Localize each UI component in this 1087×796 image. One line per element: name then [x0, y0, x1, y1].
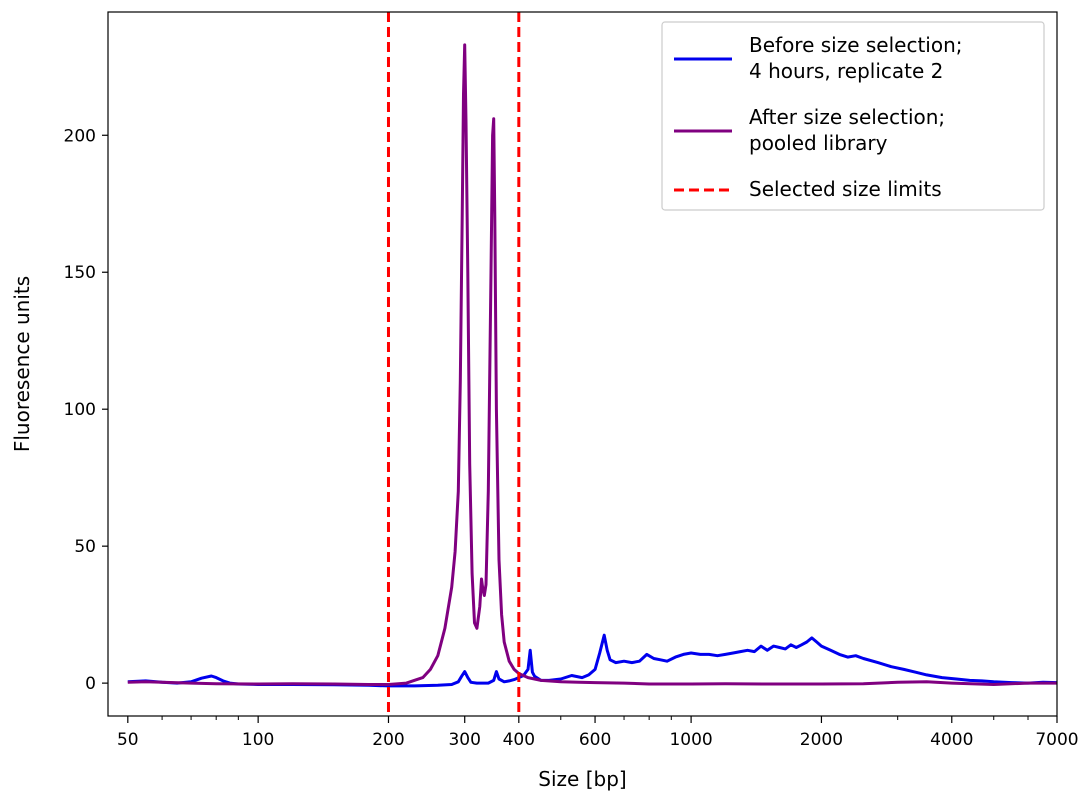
- x-tick-label: 7000: [1035, 730, 1078, 750]
- y-tick-label: 50: [74, 537, 96, 557]
- series-lines-layer: [127, 43, 1058, 688]
- x-axis-ticks: 50 100 200 300 400 600 1000 2000 4000 7000: [117, 716, 1079, 750]
- x-tick-label: 100: [242, 730, 274, 750]
- x-tick-label: 400: [503, 730, 535, 750]
- plot-frame: [107, 11, 1058, 717]
- legend-label: After size selection;: [749, 105, 945, 129]
- x-tick-label: 1000: [669, 730, 712, 750]
- legend-box: [661, 21, 1045, 211]
- y-tick-label: 100: [64, 400, 96, 420]
- series-line-1: [127, 43, 1057, 686]
- x-tick-label: 50: [117, 730, 139, 750]
- y-tick-label: 0: [85, 674, 96, 694]
- y-axis-title: Fluoresence units: [10, 276, 34, 452]
- legend-label: 4 hours, replicate 2: [749, 59, 943, 83]
- x-tick-label: 200: [372, 730, 404, 750]
- legend-label: Before size selection;: [749, 33, 963, 57]
- y-tick-label: 150: [64, 263, 96, 283]
- series-line-0: [127, 633, 1058, 688]
- y-axis-ticks: 0 50 100 150 200: [64, 126, 108, 694]
- y-tick-label: 200: [64, 126, 96, 146]
- x-tick-label: 300: [448, 730, 480, 750]
- x-tick-label: 4000: [930, 730, 973, 750]
- x-axis-title: Size [bp]: [538, 767, 626, 791]
- legend-label: pooled library: [749, 131, 888, 155]
- x-tick-label: 600: [579, 730, 611, 750]
- limit-lines-layer: [386, 12, 521, 716]
- legend: Before size selection;4 hours, replicate…: [661, 21, 1045, 211]
- legend-label: Selected size limits: [749, 177, 942, 201]
- x-tick-label: 2000: [800, 730, 843, 750]
